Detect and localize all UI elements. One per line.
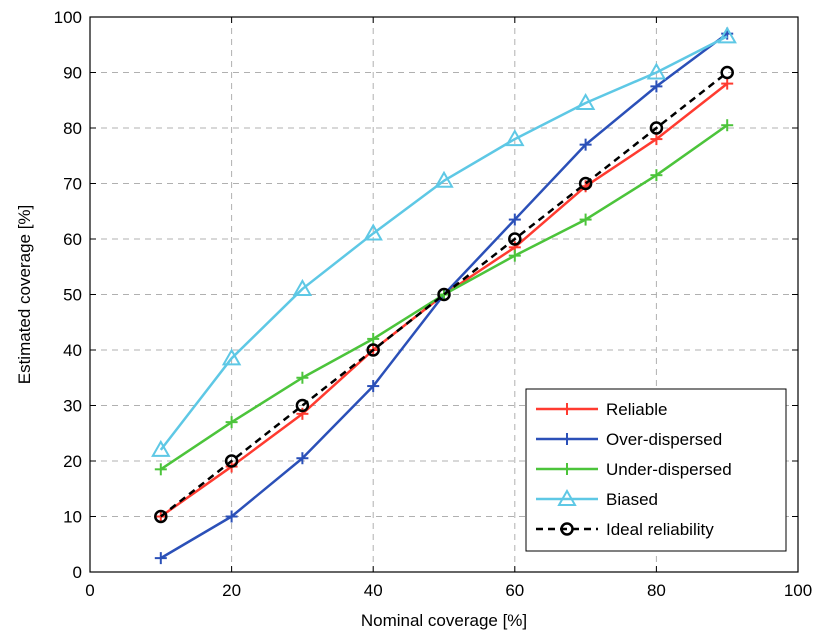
data-point bbox=[296, 371, 309, 384]
data-point bbox=[650, 133, 663, 146]
data-point bbox=[363, 223, 383, 241]
legend-entry: Under-dispersed bbox=[536, 460, 732, 479]
data-point bbox=[151, 439, 171, 457]
legend-marker bbox=[561, 403, 573, 415]
series-ideal-reliability bbox=[154, 65, 734, 524]
y-tick-label: 60 bbox=[63, 230, 82, 249]
legend-marker bbox=[561, 463, 573, 475]
data-point bbox=[224, 454, 239, 468]
data-point bbox=[508, 213, 521, 226]
data-point bbox=[721, 119, 734, 132]
data-point bbox=[154, 552, 167, 565]
legend-entry: Reliable bbox=[536, 400, 667, 419]
ticks-layer: 0 20 40 60 80 100 0 10 20 30 40 50 60 70 80 90 100 bbox=[54, 8, 813, 600]
data-point bbox=[295, 398, 310, 413]
legend: Reliable Over-dispersed Under-dispersed Bia… bbox=[525, 388, 787, 552]
x-tick-label: 20 bbox=[222, 581, 241, 600]
data-point bbox=[717, 26, 737, 44]
x-tick-label: 80 bbox=[647, 581, 666, 600]
y-tick-label: 40 bbox=[63, 341, 82, 360]
data-point bbox=[720, 65, 734, 80]
x-axis-title: Nominal coverage [%] bbox=[361, 611, 527, 630]
data-point bbox=[505, 129, 525, 147]
legend-marker bbox=[561, 433, 573, 445]
y-tick-label: 30 bbox=[63, 397, 82, 416]
legend-marker bbox=[557, 488, 577, 506]
legend-entry: Ideal reliability bbox=[536, 520, 714, 539]
data-point bbox=[296, 452, 309, 465]
legend-label: Ideal reliability bbox=[606, 520, 714, 539]
data-point bbox=[646, 62, 667, 80]
series-layer bbox=[151, 26, 737, 565]
data-point bbox=[367, 380, 380, 393]
y-tick-label: 90 bbox=[63, 64, 82, 83]
y-tick-label: 70 bbox=[63, 175, 82, 194]
legend-entry: Over-dispersed bbox=[536, 430, 722, 449]
data-point bbox=[579, 138, 592, 151]
legend-label: Over-dispersed bbox=[606, 430, 722, 449]
data-point bbox=[367, 332, 380, 345]
series-biased bbox=[151, 26, 737, 457]
data-point bbox=[650, 169, 663, 182]
data-point bbox=[575, 93, 596, 111]
legend-entry: Biased bbox=[536, 488, 658, 509]
x-tick-label: 60 bbox=[505, 581, 524, 600]
data-point bbox=[221, 348, 242, 366]
x-tick-label: 0 bbox=[85, 581, 94, 600]
legend-label: Under-dispersed bbox=[606, 460, 732, 479]
y-axis-title: Estimated coverage [%] bbox=[15, 205, 34, 385]
data-point bbox=[225, 510, 238, 523]
x-tick-label: 40 bbox=[364, 581, 383, 600]
data-point bbox=[154, 509, 168, 524]
y-tick-label: 20 bbox=[63, 452, 82, 471]
data-point bbox=[579, 213, 592, 226]
data-point bbox=[225, 416, 238, 429]
y-tick-label: 0 bbox=[73, 563, 82, 582]
data-point bbox=[292, 278, 313, 296]
series-line bbox=[159, 35, 728, 451]
y-tick-label: 50 bbox=[63, 286, 82, 305]
series-under-dispersed bbox=[154, 119, 734, 476]
data-point bbox=[650, 80, 663, 93]
data-point bbox=[649, 121, 664, 135]
data-point bbox=[721, 77, 734, 90]
x-tick-label: 100 bbox=[784, 581, 812, 600]
data-point bbox=[578, 176, 593, 191]
data-point bbox=[434, 170, 454, 188]
y-tick-label: 10 bbox=[63, 508, 82, 527]
data-point bbox=[508, 232, 522, 246]
data-point bbox=[438, 288, 450, 301]
y-tick-label: 80 bbox=[63, 119, 82, 138]
data-point bbox=[154, 463, 167, 476]
data-point bbox=[437, 287, 451, 302]
data-point bbox=[508, 249, 521, 262]
data-point bbox=[366, 343, 380, 357]
legend-label: Biased bbox=[606, 490, 658, 509]
legend-label: Reliable bbox=[606, 400, 667, 419]
legend-marker bbox=[560, 522, 574, 536]
y-tick-label: 100 bbox=[54, 8, 82, 27]
